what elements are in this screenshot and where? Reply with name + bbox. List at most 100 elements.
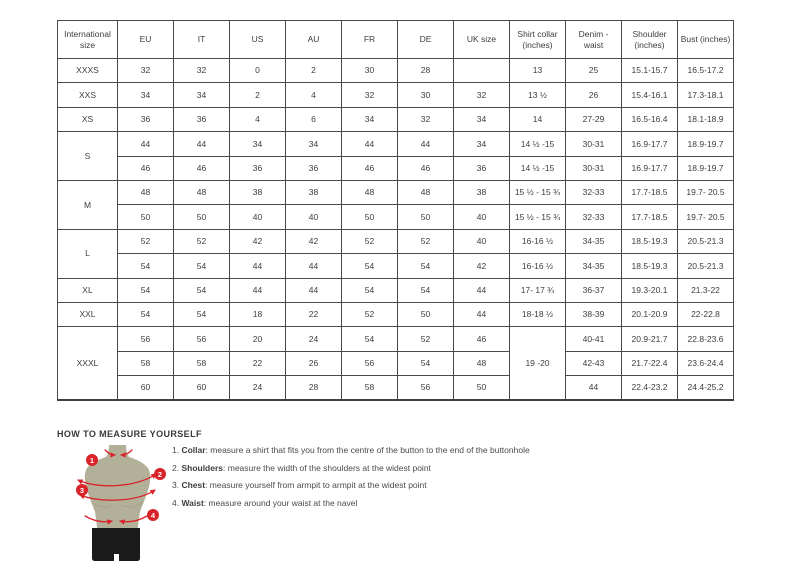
table-cell: 14 (509, 106, 566, 133)
step-number: 2. (172, 462, 182, 473)
collar-arrow-right (120, 449, 133, 458)
mannequin-chest-contour (92, 502, 143, 508)
table-cell: 54 (173, 301, 230, 328)
table-cell: 36 (173, 106, 230, 133)
size-chart-body: XXXS 32 32 0 2 30 28 13 25 15.1-15.7 16.5-17.2 XXS 3… (57, 57, 734, 401)
table-cell: 34 (173, 82, 230, 108)
table-cell: 18.1-18.9 (677, 106, 734, 133)
table-cell: 44 (173, 131, 230, 157)
svg-text:2: 2 (158, 470, 162, 479)
table-row: 54 54 44 44 54 54 42 16-16 ½ 34-35 18.5-19.3 20.5-… (58, 253, 734, 279)
table-cell: 2 (285, 57, 342, 84)
table-cell: 38 (229, 179, 286, 206)
column-header: FR (341, 20, 398, 59)
table-cell: 36 (229, 155, 286, 181)
table-cell: 0 (229, 57, 286, 84)
table-cell: 42 (453, 253, 510, 279)
measure-step-waist: 4. Waist: measure around your waist at t… (172, 498, 530, 508)
measure-section-title: HOW TO MEASURE YOURSELF (57, 429, 202, 439)
table-cell: 17.7-18.5 (621, 204, 678, 230)
table-cell: 54 (397, 277, 454, 303)
table-cell: 54 (117, 253, 174, 279)
table-cell: 54 (173, 253, 230, 279)
table-cell: 58 (117, 350, 174, 377)
table-cell: 30-31 (565, 131, 622, 157)
measure-step-shoulders: 2. Shoulders: measure the width of the s… (172, 463, 530, 473)
measure-step-chest: 3. Chest: measure yourself from armpit t… (172, 480, 530, 490)
column-header: Shoulder (inches) (621, 20, 678, 59)
table-cell: 44 (565, 375, 622, 401)
table-cell: 44 (229, 253, 286, 279)
column-header: US (229, 20, 286, 59)
waist-arrow-right (119, 515, 148, 525)
table-cell: 46 (397, 155, 454, 181)
column-header: EU (117, 20, 174, 59)
table-cell: 14 ½ -15 (509, 155, 566, 181)
table-cell: 44 (229, 277, 286, 303)
table-cell: 34 (285, 131, 342, 157)
table-cell: 52 (173, 228, 230, 255)
collar-arrow-left (104, 449, 116, 458)
table-row: 50 50 40 40 50 50 40 15 ½ - 15 ¾ 32-33 17.7-18.5 1… (58, 204, 734, 230)
table-cell: 44 (341, 131, 398, 157)
table-cell: 4 (285, 82, 342, 108)
table-cell: 15 ½ - 15 ¾ (509, 204, 566, 230)
table-cell: 40 (453, 204, 510, 230)
table-cell: 52 (397, 228, 454, 255)
table-cell: 16.9-17.7 (621, 131, 678, 157)
table-cell: 56 (341, 350, 398, 377)
table-cell: 42 (229, 228, 286, 255)
table-row: 60 60 24 28 58 56 50 44 22.4-23.2 24.4-25.2 (58, 375, 734, 401)
table-cell: 48 (397, 179, 454, 206)
mannequin-torso (84, 445, 151, 529)
column-header: AU (285, 20, 342, 59)
table-cell: 54 (117, 301, 174, 328)
step-3-badge: 3 (76, 484, 88, 496)
table-cell: 2 (229, 82, 286, 108)
table-cell: 15 ½ - 15 ¾ (509, 179, 566, 206)
table-cell: 15.1-15.7 (621, 57, 678, 84)
table-cell: 58 (173, 350, 230, 377)
step-label: Collar (181, 445, 206, 455)
table-cell: 21.7-22.4 (621, 350, 678, 377)
table-cell: 16.5-17.2 (677, 57, 734, 84)
size-chart-header: International size EU IT US AU FR DE UK size Shi… (57, 20, 734, 59)
table-row: XS 36 36 4 6 34 32 34 14 27-29 16.5-16.4 18.1-18.9 (57, 106, 734, 133)
table-cell: 40-41 (565, 326, 622, 352)
table-cell: 34 (117, 82, 174, 108)
table-cell: 54 (341, 253, 398, 279)
table-cell: 48 (341, 179, 398, 206)
table-cell: 17- 17 ¾ (509, 277, 566, 303)
table-cell: 36-37 (565, 277, 622, 303)
table-cell: 54 (341, 277, 398, 303)
table-cell: 22.8-23.6 (677, 326, 734, 352)
table-cell: 38 (453, 179, 510, 206)
table-cell: 20 (229, 326, 286, 352)
table-cell: 50 (453, 375, 510, 401)
column-header: IT (173, 20, 230, 59)
column-header: Bust (inches) (677, 20, 734, 59)
table-cell: 54 (117, 277, 174, 303)
waist-arrow-left (84, 515, 113, 525)
table-cell: 22-22.8 (677, 301, 734, 328)
table-cell: L (57, 228, 118, 279)
table-cell: 50 (397, 301, 454, 328)
step-label: Chest (181, 480, 206, 490)
table-row: M 48 48 38 38 48 48 38 15 ½ - 15 ¾ 32-33 17.7-18.5… (57, 179, 734, 230)
table-cell: 48 (117, 179, 174, 206)
table-cell: 52 (397, 326, 454, 352)
table-cell: 44 (453, 301, 510, 328)
step-text: : measure around your waist at the navel (203, 497, 358, 508)
svg-text:3: 3 (80, 486, 84, 495)
table-cell: 25 (565, 57, 622, 84)
table-cell: 22 (229, 350, 286, 377)
table-cell: 38-39 (565, 301, 622, 328)
table-cell: 52 (117, 228, 174, 255)
table-cell: 26 (285, 350, 342, 377)
table-cell: 50 (397, 204, 454, 230)
table-row: XL 54 54 44 44 54 54 44 17- 17 ¾ 36-37 19.3-20.1 21… (57, 277, 734, 303)
table-row: 58 58 22 26 56 54 48 42-43 21.7-22.4 23.6-24.4 (58, 350, 734, 377)
table-cell: 32 (173, 57, 230, 84)
table-cell: 18 (229, 301, 286, 328)
table-row: XXXL 56 56 20 24 54 52 46 19 -20 40-41 20.9-21.7 22… (57, 326, 734, 401)
